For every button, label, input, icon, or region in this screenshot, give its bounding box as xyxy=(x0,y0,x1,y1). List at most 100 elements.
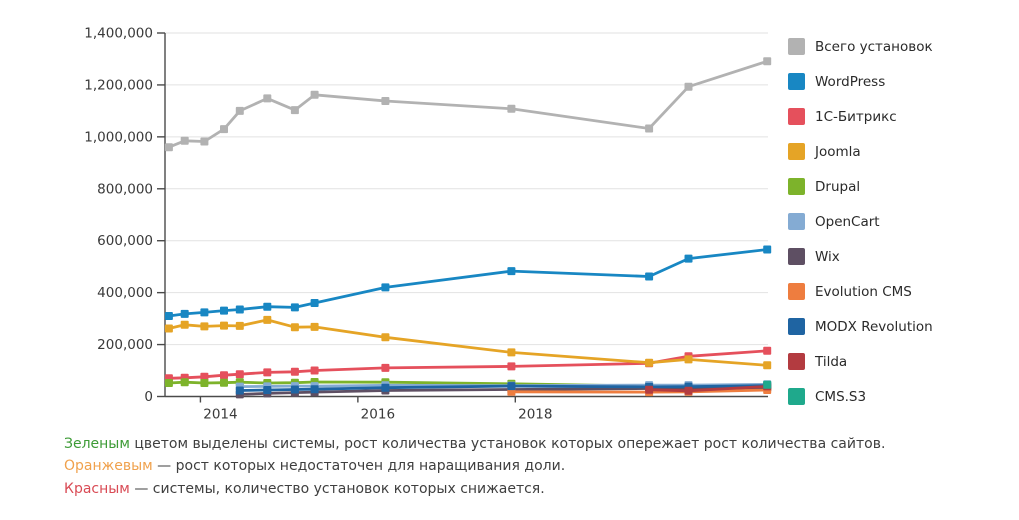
data-point-total-4 xyxy=(235,106,244,115)
y-tick-label-400000: 400,000 xyxy=(97,285,153,301)
data-point-drupal-2 xyxy=(200,379,209,387)
legend-swatch-modx-revolution xyxy=(788,318,805,335)
data-point-wordpress-12 xyxy=(763,245,772,254)
data-point-wordpress-2 xyxy=(200,308,209,317)
data-point-drupal-3 xyxy=(220,378,228,387)
data-point-joomla-9 xyxy=(507,348,516,357)
data-point-bitrix-5 xyxy=(263,368,272,377)
data-point-wordpress-7 xyxy=(310,299,319,307)
data-point-total-5 xyxy=(263,94,272,103)
note-text-red: — системы, количество установок которых … xyxy=(129,480,545,497)
data-point-bitrix-9 xyxy=(507,362,516,371)
data-point-wordpress-5 xyxy=(263,302,272,311)
legend-label-tilda: Tilda xyxy=(815,353,848,370)
data-point-total-11 xyxy=(684,82,693,91)
note-lead-red: Красным xyxy=(64,480,130,497)
data-point-total-1 xyxy=(180,136,189,145)
note-text-orange: — рост которых недостаточен для наращива… xyxy=(152,458,566,475)
legend-label-opencart: OpenCart xyxy=(815,213,880,230)
data-point-joomla-6 xyxy=(290,323,299,332)
legend-swatch-evolution-cms xyxy=(788,283,805,300)
note-orange: Оранжевым — рост которых недостаточен дл… xyxy=(64,455,885,477)
series-line-bitrix xyxy=(167,349,769,380)
chart-legend: Всего установок WordPress 1С-Битрикс Joomla… xyxy=(788,29,933,414)
note-lead-orange: Оранжевым xyxy=(64,458,153,475)
legend-label-evolution-cms: Evolution CMS xyxy=(815,283,912,300)
legend-item-modx-revolution: MODX Revolution xyxy=(788,309,933,344)
x-tick-label-2018: 2018 xyxy=(518,407,552,423)
data-point-wordpress-11 xyxy=(684,254,693,263)
data-point-total-12 xyxy=(763,57,772,66)
data-point-cms-s3-12 xyxy=(763,380,772,389)
chart-footnotes: Зеленым цветом выделены системы, рост ко… xyxy=(64,433,885,500)
y-tick-label-1200000: 1,200,000 xyxy=(84,77,153,93)
data-point-total-2 xyxy=(200,137,209,146)
data-point-modx-revolution-4 xyxy=(235,386,244,395)
series-line-total xyxy=(167,59,769,149)
legend-swatch-bitrix xyxy=(788,108,805,125)
series-markers-wordpress xyxy=(164,245,772,320)
data-point-bitrix-8 xyxy=(381,363,390,372)
legend-item-wix: Wix xyxy=(788,239,933,274)
legend-label-bitrix: 1С-Битрикс xyxy=(815,108,897,125)
data-point-wordpress-0 xyxy=(164,312,173,320)
legend-item-total: Всего установок xyxy=(788,29,933,64)
data-point-drupal-1 xyxy=(180,378,189,387)
note-lead-green: Зеленым xyxy=(64,436,130,452)
data-point-tilda-10 xyxy=(645,385,654,394)
legend-item-cms-s3: CMS.S3 xyxy=(788,379,933,414)
data-point-joomla-5 xyxy=(263,315,272,324)
legend-label-wordpress: WordPress xyxy=(815,73,886,90)
data-point-bitrix-3 xyxy=(220,371,228,380)
series-markers-total xyxy=(164,57,772,152)
data-point-bitrix-6 xyxy=(290,367,299,376)
data-point-wordpress-6 xyxy=(290,303,299,312)
data-point-modx-revolution-5 xyxy=(263,386,272,394)
data-point-joomla-8 xyxy=(381,333,390,342)
legend-item-evolution-cms: Evolution CMS xyxy=(788,274,933,309)
legend-swatch-opencart xyxy=(788,213,805,230)
legend-item-wordpress: WordPress xyxy=(788,64,933,99)
data-point-bitrix-2 xyxy=(200,372,209,381)
data-point-bitrix-7 xyxy=(310,366,319,375)
y-tick-label-1000000: 1,000,000 xyxy=(84,129,153,145)
legend-swatch-joomla xyxy=(788,143,805,160)
data-point-modx-revolution-7 xyxy=(310,385,319,394)
legend-swatch-drupal xyxy=(788,178,805,195)
data-point-total-0 xyxy=(164,143,173,152)
legend-item-joomla: Joomla xyxy=(788,134,933,169)
data-point-total-7 xyxy=(310,90,319,99)
data-point-modx-revolution-6 xyxy=(290,385,299,394)
data-point-modx-revolution-9 xyxy=(507,382,516,391)
legend-label-drupal: Drupal xyxy=(815,178,861,195)
legend-label-joomla: Joomla xyxy=(815,143,861,160)
data-point-total-8 xyxy=(381,97,390,105)
data-point-joomla-1 xyxy=(180,320,189,329)
data-point-wordpress-9 xyxy=(507,267,516,276)
data-point-drupal-0 xyxy=(164,379,173,387)
data-point-wordpress-1 xyxy=(180,309,189,318)
data-point-joomla-7 xyxy=(310,322,319,331)
data-point-wordpress-3 xyxy=(220,306,228,315)
data-point-bitrix-12 xyxy=(763,346,772,355)
data-point-joomla-2 xyxy=(200,322,209,331)
note-red: Красным — системы, количество установок … xyxy=(64,478,885,500)
legend-swatch-cms-s3 xyxy=(788,388,805,405)
series-markers-joomla xyxy=(164,315,772,370)
legend-label-modx-revolution: MODX Revolution xyxy=(815,318,933,335)
data-point-total-6 xyxy=(290,106,299,115)
legend-label-wix: Wix xyxy=(815,248,840,265)
data-point-joomla-10 xyxy=(645,358,654,367)
data-point-tilda-11 xyxy=(684,386,693,395)
data-point-wordpress-8 xyxy=(381,283,390,292)
series-markers-cms-s3 xyxy=(763,380,772,389)
data-point-joomla-4 xyxy=(235,321,244,330)
y-tick-label-600000: 600,000 xyxy=(97,233,153,249)
y-tick-label-0: 0 xyxy=(144,389,153,405)
legend-item-drupal: Drupal xyxy=(788,169,933,204)
y-tick-label-1400000: 1,400,000 xyxy=(84,26,153,42)
data-point-bitrix-4 xyxy=(235,370,244,379)
x-tick-label-2014: 2014 xyxy=(203,407,237,423)
y-tick-label-200000: 200,000 xyxy=(97,337,153,353)
legend-item-opencart: OpenCart xyxy=(788,204,933,239)
